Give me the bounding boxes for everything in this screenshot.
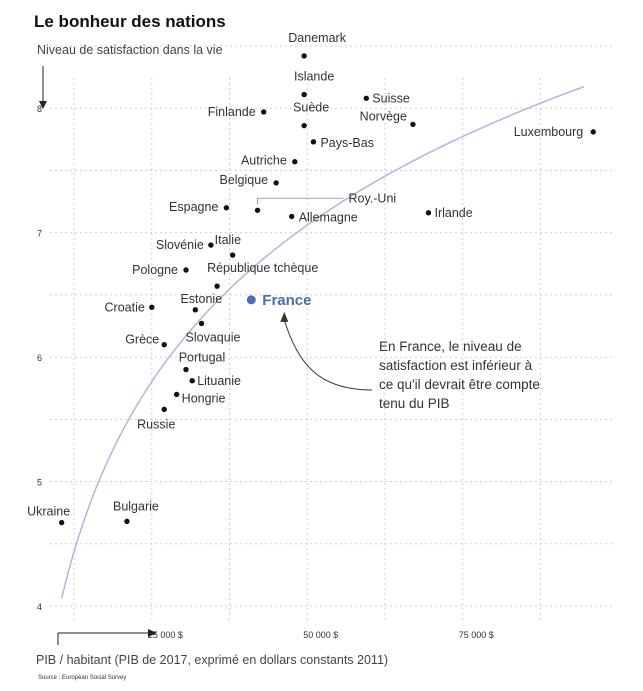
point-label: Finlande — [208, 105, 256, 119]
data-point — [124, 518, 130, 525]
data-point — [192, 307, 199, 313]
point-label: Luxembourg — [514, 125, 584, 139]
point-label: France — [262, 292, 311, 309]
point-label: Roy.-Uni — [349, 191, 397, 205]
point-label: Lituanie — [197, 374, 241, 388]
point-label: Norvège — [360, 109, 407, 123]
data-point — [198, 320, 205, 327]
data-point — [410, 121, 416, 128]
annotation-arrow — [283, 319, 373, 391]
point-label: Suisse — [372, 91, 410, 105]
annotation-text: ce qu'il devrait être compte — [379, 377, 540, 392]
point-label: Italie — [215, 233, 241, 247]
data-point — [292, 159, 298, 165]
data-point — [273, 180, 279, 186]
data-point — [214, 283, 220, 289]
data-point — [173, 391, 180, 398]
point-label: Slovénie — [156, 238, 204, 252]
data-point — [425, 210, 432, 216]
point-label: Estonie — [180, 292, 222, 306]
chart-title: Le bonheur des nations — [34, 12, 226, 31]
data-point — [301, 122, 307, 129]
point-label: Hongrie — [182, 391, 226, 405]
annotation: En France, le niveau de satisfaction est … — [280, 311, 540, 411]
data-point — [58, 519, 65, 526]
data-point — [161, 406, 167, 413]
point-label: République tchèque — [207, 261, 318, 275]
annotation-arrow-head — [280, 311, 289, 322]
data-point — [261, 109, 267, 115]
point-label: Russie — [137, 417, 175, 431]
point-label: Danemark — [288, 31, 346, 45]
point-label: Slovaquie — [186, 331, 241, 345]
point-label: Portugal — [179, 351, 226, 365]
y-tick-label: 5 — [37, 478, 42, 488]
y-tick-label: 4 — [37, 602, 42, 612]
point-label: Pays-Bas — [320, 136, 374, 150]
data-point — [183, 366, 189, 373]
x-tick-label: 50 000 $ — [303, 630, 338, 640]
y-tick-label: 6 — [37, 353, 42, 363]
point-label: Irlande — [434, 206, 472, 220]
points-layer: Danemark Islande Suisse Finlande Suède Norvèg… — [27, 31, 596, 526]
data-point — [149, 304, 155, 311]
point-label: Grèce — [125, 333, 159, 347]
point-label: Espagne — [169, 200, 218, 214]
data-point — [363, 95, 370, 101]
x-axis-arrow-head — [148, 629, 157, 637]
data-point — [590, 129, 596, 135]
point-label: Bulgarie — [113, 499, 159, 513]
axes: Niveau de satisfaction dans la vie 4 5 6 7 8 2… — [36, 43, 494, 681]
x-tick-label: 25 000 $ — [148, 630, 183, 640]
y-axis-label: Niveau de satisfaction dans la vie — [37, 43, 223, 57]
annotation-text: satisfaction est inférieur à — [379, 358, 533, 373]
data-point — [189, 378, 195, 384]
point-label: Autriche — [241, 154, 287, 168]
annotation-text: tenu du PIB — [379, 396, 450, 411]
point-label: Suède — [293, 101, 329, 115]
x-tick-label: 75 000 $ — [459, 630, 494, 640]
data-point — [288, 213, 295, 220]
trend-line — [60, 85, 585, 599]
data-point — [229, 252, 236, 258]
leader-line — [257, 197, 344, 205]
data-point — [183, 267, 189, 273]
point-label: Allemagne — [299, 210, 358, 224]
data-point — [246, 295, 256, 305]
point-label: Croatie — [105, 300, 145, 314]
point-label: Belgique — [219, 173, 268, 187]
data-point — [161, 341, 167, 348]
y-tick-label: 8 — [37, 104, 42, 114]
data-point — [254, 207, 261, 213]
grid — [50, 45, 615, 620]
source-label: Source : European Social Survey — [38, 675, 126, 681]
x-axis-label: PIB / habitant (PIB de 2017, exprimé en … — [36, 653, 388, 667]
point-label: Islande — [294, 70, 334, 84]
data-point — [223, 205, 230, 211]
annotation-text: En France, le niveau de — [379, 339, 522, 354]
data-point — [310, 139, 317, 145]
point-label: Pologne — [132, 263, 178, 277]
data-point — [301, 53, 307, 59]
y-tick-label: 7 — [37, 229, 42, 239]
trend-line-group — [60, 85, 585, 599]
data-point — [301, 91, 307, 98]
data-point — [208, 242, 214, 248]
point-label: Ukraine — [27, 505, 70, 519]
y-axis-arrow-head — [39, 101, 47, 109]
